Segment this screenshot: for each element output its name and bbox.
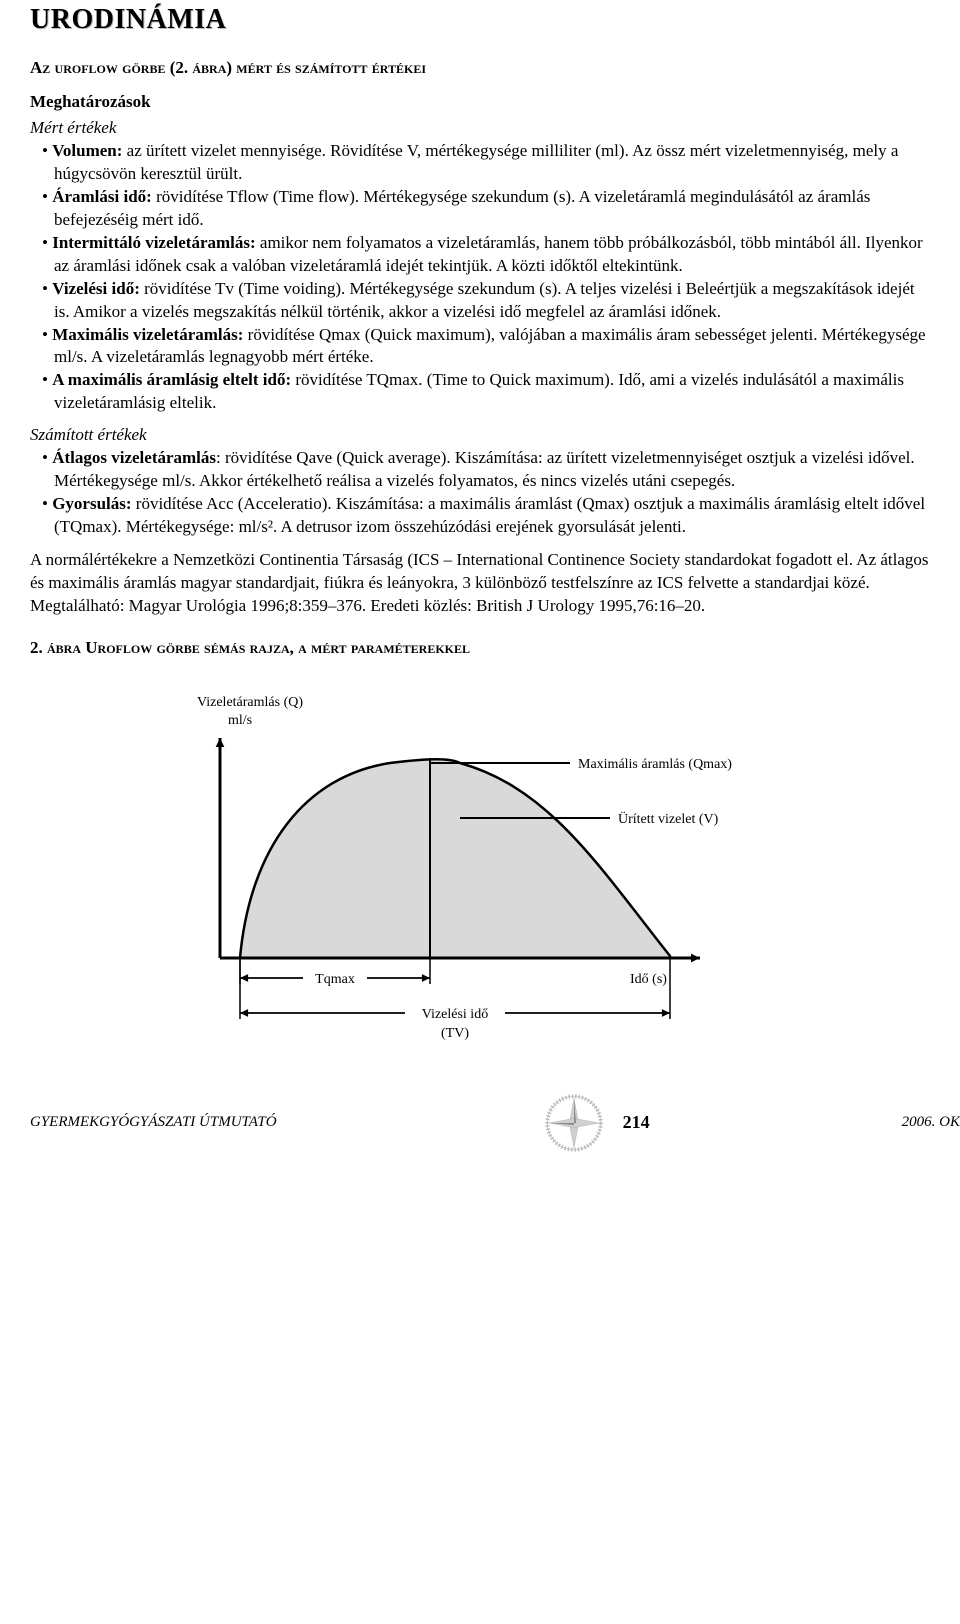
list-item: Áramlási idő: rövidítése Tflow (Time flo… <box>42 186 930 232</box>
list-item: Volumen: az ürített vizelet mennyisége. … <box>42 140 930 186</box>
measured-heading: Mért értékek <box>30 118 930 138</box>
list-item: Maximális vizeletáramlás: rövidítése Qma… <box>42 324 930 370</box>
svg-text:Vizeletáramlás (Q): Vizeletáramlás (Q) <box>197 695 303 710</box>
definitions-heading: Meghatározások <box>30 92 930 112</box>
svg-text:Idő (s): Idő (s) <box>630 972 667 987</box>
footer-left: GYERMEKGYÓGYÁSZATI ÚTMUTATÓ <box>30 1114 277 1131</box>
svg-text:Ürített vizelet (V): Ürített vizelet (V) <box>618 810 719 827</box>
figure-title: 2. ábra Uroflow görbe sémás rajza, a mér… <box>30 638 930 658</box>
uroflow-svg: Vizeletáramlás (Q) ml/s Maximális áramlás … <box>130 678 830 1058</box>
svg-text:Vizelési idő: Vizelési idő <box>422 1007 488 1022</box>
footer-page-number: 214 <box>623 1112 650 1133</box>
svg-text:Maximális áramlás (Qmax): Maximális áramlás (Qmax) <box>578 757 732 772</box>
list-item: Intermittáló vizeletáramlás: amikor nem … <box>42 232 930 278</box>
footer-right: 2006. OK <box>902 1114 960 1131</box>
subtitle: Az uroflow görbe (2. ábra) mért és számí… <box>30 58 930 78</box>
uroflow-chart: Vizeletáramlás (Q) ml/s Maximális áramlás … <box>130 678 830 1063</box>
svg-text:(TV): (TV) <box>441 1026 469 1041</box>
list-item: A maximális áramlásig eltelt idő: rövidí… <box>42 369 930 415</box>
norms-paragraph: A normálértékekre a Nemzetközi Continent… <box>30 549 930 618</box>
svg-text:Tqmax: Tqmax <box>315 972 355 987</box>
computed-list: Átlagos vizeletáramlás: rövidítése Qave … <box>30 447 930 539</box>
measured-list: Volumen: az ürített vizelet mennyisége. … <box>30 140 930 415</box>
computed-heading: Számított értékek <box>30 425 930 445</box>
compass-icon <box>529 1093 619 1153</box>
list-item: Átlagos vizeletáramlás: rövidítése Qave … <box>42 447 930 493</box>
page-title: URODINÁMIA <box>30 4 930 36</box>
list-item: Vizelési idő: rövidítése Tv (Time voidin… <box>42 278 930 324</box>
page-footer: GYERMEKGYÓGYÁSZATI ÚTMUTATÓ 214 2006. OK <box>30 1093 960 1153</box>
list-item: Gyorsulás: rövidítése Acc (Acceleratio).… <box>42 493 930 539</box>
svg-text:ml/s: ml/s <box>228 713 252 728</box>
